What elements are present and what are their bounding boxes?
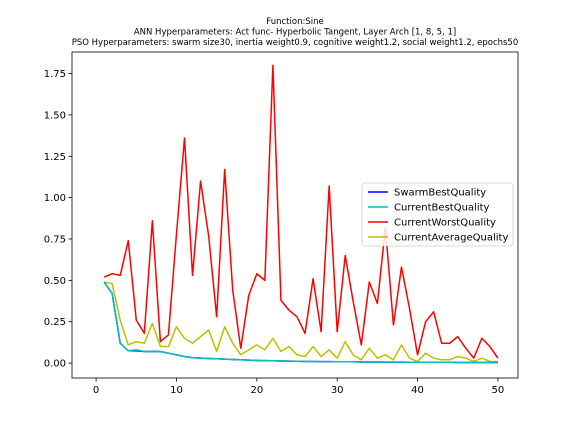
series-line-CurrentWorstQuality [103, 64, 499, 359]
legend-label: CurrentWorstQuality [394, 218, 496, 229]
y-tick-label: 0.25 [44, 317, 66, 328]
y-tick-label: 1.00 [44, 193, 66, 204]
y-axis: 0.00 0.25 0.50 0.75 1.00 1.25 1.50 1.75 [44, 69, 72, 370]
series-line-CurrentBestQuality [103, 281, 498, 364]
y-tick-label: 1.50 [44, 110, 66, 121]
y-tick-label: 0.00 [44, 359, 66, 370]
x-axis: 0 10 20 30 40 50 [93, 378, 504, 396]
y-tick-label: 1.25 [44, 152, 66, 163]
title-line: PSO Hyperparameters: swarm size30, inert… [72, 38, 519, 48]
x-tick-label: 0 [93, 385, 99, 396]
series-lines [103, 64, 499, 364]
x-tick-label: 40 [411, 385, 424, 396]
legend-label: CurrentBestQuality [394, 203, 490, 214]
x-tick-label: 30 [331, 385, 344, 396]
legend-label: SwarmBestQuality [394, 188, 486, 199]
x-tick-label: 20 [250, 385, 263, 396]
legend: SwarmBestQuality CurrentBestQuality Curren… [361, 182, 514, 247]
x-tick-label: 50 [492, 385, 505, 396]
y-tick-label: 0.75 [44, 234, 66, 245]
title-line: Function:Sine [266, 17, 323, 27]
x-tick-label: 10 [170, 385, 183, 396]
y-tick-label: 1.75 [44, 69, 66, 80]
title-line: ANN Hyperparameters: Act func- Hyperboli… [134, 28, 456, 38]
legend-box [361, 182, 514, 247]
y-tick-label: 0.50 [44, 276, 66, 287]
series-line-CurrentAverageQuality [103, 281, 498, 363]
legend-label: CurrentAverageQuality [394, 233, 508, 244]
